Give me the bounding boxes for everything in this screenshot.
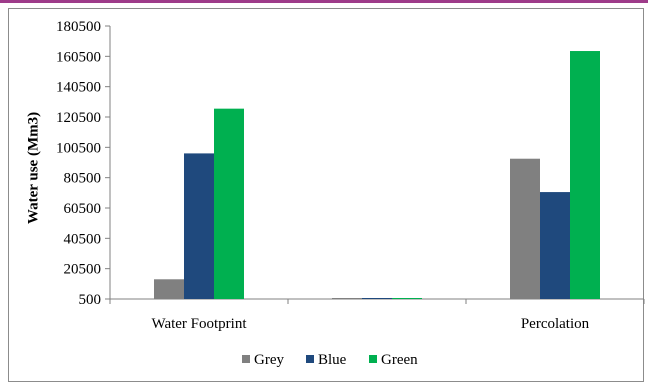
bar-grey-2 xyxy=(332,298,362,299)
y-tick-label: 140500 xyxy=(56,80,101,96)
legend-swatch-green xyxy=(369,355,377,363)
y-tick-label: 500 xyxy=(79,292,102,308)
x-category-label: Water Footprint xyxy=(151,316,247,332)
legend: Grey Blue Green xyxy=(242,352,418,368)
y-tick-label: 100500 xyxy=(56,140,101,156)
y-tick-label: 40500 xyxy=(64,231,102,247)
y-tick-label: 80500 xyxy=(64,171,102,187)
legend-label-green: Green xyxy=(381,352,418,368)
legend-label-blue: Blue xyxy=(318,352,347,368)
bar-blue-2 xyxy=(362,298,392,299)
y-tick-label: 160500 xyxy=(56,49,101,65)
bar-green-3 xyxy=(570,51,600,300)
page-top-rule xyxy=(0,0,648,3)
y-tick-labels: 500 20500 40500 60500 80500 100500 120500 14050… xyxy=(56,19,101,308)
y-tick-label: 20500 xyxy=(64,262,102,278)
category-labels: Water Footprint Percolation xyxy=(151,316,589,332)
legend-swatch-grey xyxy=(242,355,250,363)
y-tick-label: 180500 xyxy=(56,19,101,35)
y-tick-label: 120500 xyxy=(56,110,101,126)
y-axis-title: Water use (Mm3) xyxy=(25,112,41,224)
legend-swatch-blue xyxy=(306,355,314,363)
bar-blue-1 xyxy=(184,153,214,299)
bars xyxy=(154,51,600,300)
bar-green-1 xyxy=(214,108,244,300)
y-tick-label: 60500 xyxy=(64,201,102,217)
bar-grey-3 xyxy=(510,158,540,299)
bar-blue-3 xyxy=(540,192,570,299)
x-category-label: Percolation xyxy=(521,316,590,332)
y-axis-title-group: Water use (Mm3) xyxy=(25,112,41,224)
bar-grey-1 xyxy=(154,279,184,299)
legend-label-grey: Grey xyxy=(254,352,284,368)
bar-green-2 xyxy=(392,298,422,299)
